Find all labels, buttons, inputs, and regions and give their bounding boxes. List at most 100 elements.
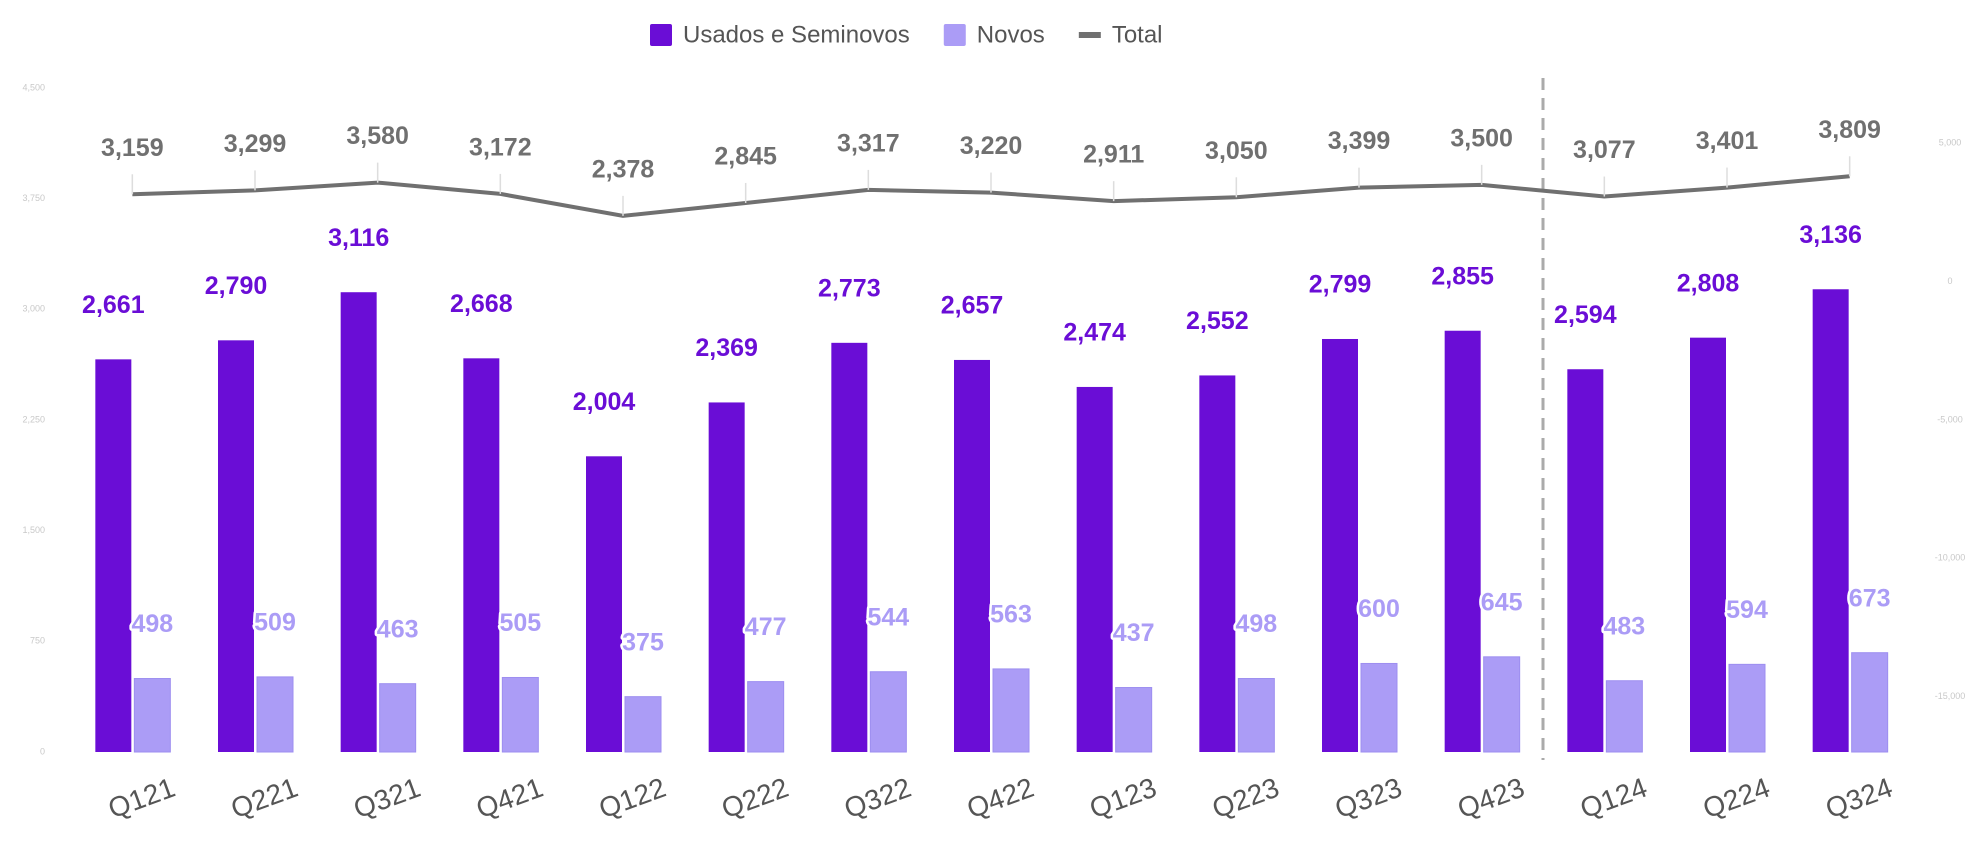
y-tick-label: 2,250 [22, 414, 45, 424]
bar [95, 359, 132, 752]
y-tick-label: 3,750 [22, 193, 45, 203]
total-label: 3,500 [1450, 124, 1513, 152]
total-label: 3,401 [1696, 127, 1759, 155]
bar-label: 2,004 [573, 388, 636, 416]
bar [256, 676, 294, 753]
total-label: 3,050 [1205, 137, 1268, 165]
bar [1690, 337, 1726, 752]
bar [1199, 375, 1236, 752]
bar [992, 668, 1030, 753]
bar-label: 594 [1726, 596, 1768, 624]
bar [501, 676, 539, 753]
legend-label: Usados e Seminovos [683, 21, 910, 48]
total-label: 3,220 [960, 132, 1023, 160]
bar-label: 477 [745, 613, 787, 641]
bar-label: 2,808 [1677, 269, 1740, 297]
x-tick-label: Q124 [1576, 772, 1651, 825]
x-tick-label: Q323 [1331, 772, 1406, 825]
total-label: 3,299 [224, 130, 287, 158]
y2-tick-label: 5,000 [1939, 138, 1962, 148]
bar [1322, 338, 1358, 752]
bar [747, 681, 785, 753]
bar [340, 292, 377, 752]
y2-tick-label: -10,000 [1935, 553, 1966, 563]
bar-label: 463 [377, 615, 419, 643]
x-tick-label: Q321 [349, 772, 424, 825]
x-tick-label: Q123 [1085, 772, 1160, 825]
total-label: 3,077 [1573, 136, 1636, 164]
x-tick-label: Q122 [595, 772, 670, 825]
bar [463, 358, 500, 752]
bar [1444, 330, 1481, 752]
bar [954, 359, 990, 752]
bar-label: 498 [131, 610, 173, 638]
total-label: 2,378 [592, 155, 655, 183]
y2-tick-label: -5,000 [1937, 414, 1963, 424]
y2-tick-label: -15,000 [1935, 691, 1966, 701]
bar [218, 340, 254, 752]
bar [1115, 687, 1153, 753]
y-tick-label: 1,500 [22, 525, 45, 535]
bar [1076, 386, 1113, 752]
bar-label: 2,773 [818, 274, 881, 302]
y-tick-label: 3,000 [22, 304, 45, 314]
y-tick-label: 4,500 [22, 82, 45, 92]
total-label: 2,845 [714, 143, 777, 171]
bar-label: 600 [1358, 595, 1400, 623]
bar-label: 2,369 [695, 334, 758, 362]
bar-label: 2,855 [1431, 262, 1494, 290]
bar-label: 2,474 [1063, 319, 1126, 347]
bar [1567, 369, 1604, 752]
total-label: 2,911 [1083, 141, 1144, 169]
legend-label: Novos [977, 21, 1045, 48]
x-tick-label: Q422 [963, 772, 1038, 825]
bar-label: 509 [254, 609, 296, 637]
bar [1851, 652, 1889, 753]
bar [1812, 289, 1849, 752]
x-tick-label: Q222 [717, 772, 792, 825]
total-label: 3,580 [346, 122, 409, 150]
x-tick-label: Q223 [1208, 772, 1283, 825]
total-label: 3,172 [469, 134, 532, 162]
bar [133, 678, 171, 753]
bar [831, 342, 868, 752]
x-tick-label: Q121 [104, 772, 179, 825]
legend-label: Total [1112, 21, 1163, 48]
bar-label: 2,668 [450, 290, 513, 318]
bar-label: 498 [1235, 610, 1277, 638]
y-tick-label: 0 [40, 746, 45, 756]
x-tick-label: Q224 [1699, 772, 1774, 825]
bar-label: 3,136 [1799, 221, 1862, 249]
total-label: 3,399 [1328, 127, 1391, 155]
total-label: 3,809 [1818, 116, 1881, 144]
bar-label: 483 [1603, 612, 1645, 640]
legend-swatch [1078, 32, 1101, 38]
bar [1605, 680, 1643, 753]
bar-label: 375 [622, 628, 664, 656]
bar [624, 696, 662, 753]
bar-label: 505 [499, 609, 541, 637]
bar-label: 2,799 [1309, 271, 1372, 299]
bar-label: 3,116 [328, 224, 389, 252]
bar-label: 2,657 [941, 292, 1004, 320]
legend-swatch [650, 24, 672, 46]
bar-label: 544 [867, 603, 909, 631]
bar-label: 2,790 [205, 272, 268, 300]
bar [1360, 662, 1398, 753]
bar-label: 2,661 [82, 291, 145, 319]
bar-label: 645 [1481, 588, 1523, 616]
x-tick-label: Q221 [227, 772, 302, 825]
bar [708, 402, 745, 752]
x-tick-label: Q322 [840, 772, 915, 825]
total-label: 3,159 [101, 134, 164, 162]
bar [379, 683, 417, 753]
legend-swatch [943, 24, 966, 46]
bar [869, 671, 907, 753]
bar-label: 673 [1849, 584, 1891, 612]
y2-tick-label: 0 [1947, 276, 1952, 286]
bar-label: 563 [990, 601, 1032, 629]
y-tick-label: 750 [30, 636, 45, 646]
bar-label: 2,594 [1554, 301, 1617, 329]
bar [1237, 678, 1275, 753]
